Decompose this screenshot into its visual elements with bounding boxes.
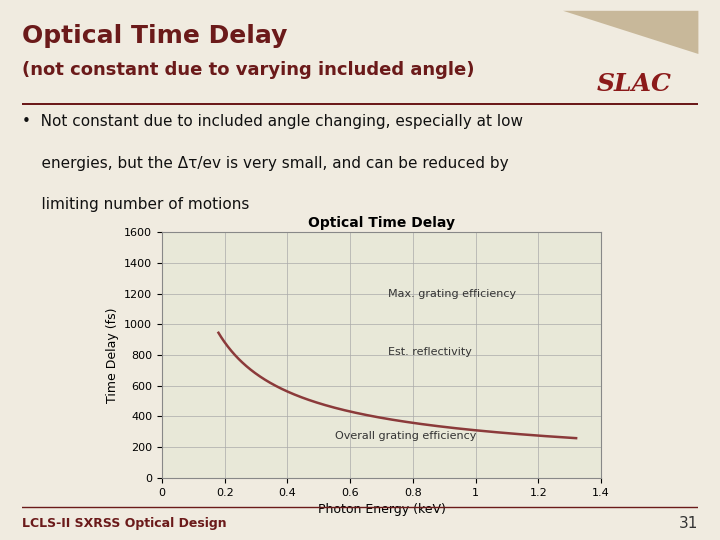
Text: 31: 31: [679, 516, 698, 531]
Text: SLAC: SLAC: [596, 72, 671, 96]
Text: Est. reflectivity: Est. reflectivity: [388, 347, 472, 357]
Text: Overall grating efficiency: Overall grating efficiency: [335, 431, 476, 441]
Text: Optical Time Delay: Optical Time Delay: [22, 24, 287, 48]
Title: Optical Time Delay: Optical Time Delay: [308, 215, 455, 230]
Y-axis label: Time Delay (fs): Time Delay (fs): [106, 307, 119, 403]
Text: (not constant due to varying included angle): (not constant due to varying included an…: [22, 61, 474, 79]
Text: LCLS-II SXRSS Optical Design: LCLS-II SXRSS Optical Design: [22, 517, 226, 530]
Text: limiting number of motions: limiting number of motions: [22, 197, 249, 212]
Text: •  Not constant due to included angle changing, especially at low: • Not constant due to included angle cha…: [22, 114, 523, 129]
Polygon shape: [563, 11, 698, 54]
X-axis label: Photon Energy (keV): Photon Energy (keV): [318, 503, 446, 516]
Text: energies, but the Δτ/ev is very small, and can be reduced by: energies, but the Δτ/ev is very small, a…: [22, 156, 508, 171]
Text: Max. grating efficiency: Max. grating efficiency: [388, 288, 516, 299]
